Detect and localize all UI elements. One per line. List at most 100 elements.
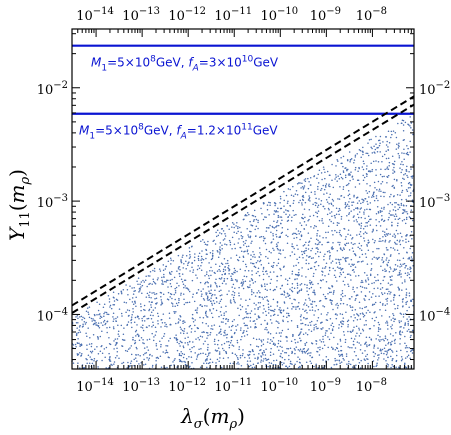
scatter-point [181,361,183,363]
scatter-point [391,363,393,366]
scatter-point [315,326,317,328]
scatter-point [188,356,190,358]
scatter-point [299,199,301,202]
scatter-point [325,237,327,239]
scatter-point [347,330,349,333]
scatter-point [393,166,395,169]
scatter-point [144,309,146,312]
scatter-point [257,221,259,224]
scatter-point [331,230,333,232]
scatter-point [178,352,181,355]
scatter-point [305,276,307,278]
scatter-point [240,282,242,285]
scatter-point [84,323,87,325]
scatter-point [164,352,167,354]
scatter-point [206,359,208,361]
scatter-point [385,150,387,152]
scatter-point [351,295,353,298]
scatter-point [371,282,373,285]
scatter-point [326,170,329,173]
scatter-point [376,364,378,366]
scatter-point [393,303,396,305]
scatter-point [322,338,324,340]
scatter-point [315,305,318,307]
scatter-point [132,293,135,295]
scatter-point [113,363,115,365]
scatter-point [291,290,294,293]
scatter-point [93,313,96,316]
scatter-point [279,267,281,270]
scatter-point [207,240,209,243]
scatter-point [267,358,270,360]
scatter-point [296,282,299,285]
scatter-point [399,330,401,333]
scatter-point [88,343,91,345]
scatter-point [332,293,335,295]
scatter-point [134,357,137,359]
scatter-point [260,349,262,351]
scatter-point [79,367,81,369]
scatter-point [327,241,330,244]
scatter-point [389,210,391,212]
scatter-point [198,267,201,269]
scatter-point [292,185,294,188]
scatter-point [155,302,157,305]
scatter-point [357,216,360,219]
scatter-point [183,303,186,306]
scatter-point [340,258,342,261]
scatter-point [182,322,184,325]
scatter-point [266,359,269,361]
scatter-point [368,291,371,293]
scatter-point [305,224,308,226]
scatter-point [280,361,283,364]
scatter-point [347,323,349,326]
scatter-point [97,338,99,340]
scatter-point [112,303,114,306]
scatter-point [265,226,268,229]
scatter-point [404,323,406,325]
scatter-point [160,326,162,328]
scatter-point [296,278,298,280]
scatter-point [315,260,318,263]
scatter-point [405,288,408,290]
scatter-point [403,218,406,221]
scatter-point [280,312,283,314]
scatter-point [361,281,364,283]
scatter-point [106,326,108,329]
scatter-point [298,182,300,184]
scatter-point [136,324,138,326]
scatter-point [276,245,279,247]
scatter-point [332,325,335,328]
scatter-point [214,289,216,291]
scatter-point [410,349,413,352]
scatter-point [357,170,359,173]
scatter-point [302,245,305,247]
scatter-point [299,337,301,340]
scatter-point [406,153,409,156]
scatter-point [94,320,96,322]
scatter-point [377,210,380,213]
scatter-point [211,270,213,272]
scatter-point [293,214,295,217]
scatter-point [102,324,104,327]
scatter-point [233,231,235,233]
scatter-point [168,312,171,315]
scatter-point [206,316,209,318]
scatter-point [394,243,397,245]
scatter-point [344,341,347,344]
scatter-point [373,281,375,284]
scatter-point [396,178,398,181]
scatter-point [368,298,370,301]
scatter-point [184,285,186,287]
scatter-point [371,258,374,260]
scatter-point [331,215,333,217]
scatter-point [202,343,205,345]
scatter-point [212,240,214,243]
scatter-point [168,317,171,319]
scatter-point [148,301,151,303]
scatter-point [209,331,212,334]
scatter-point [367,215,370,217]
scatter-point [340,215,343,218]
scatter-point [368,328,371,330]
scatter-point [394,342,396,345]
